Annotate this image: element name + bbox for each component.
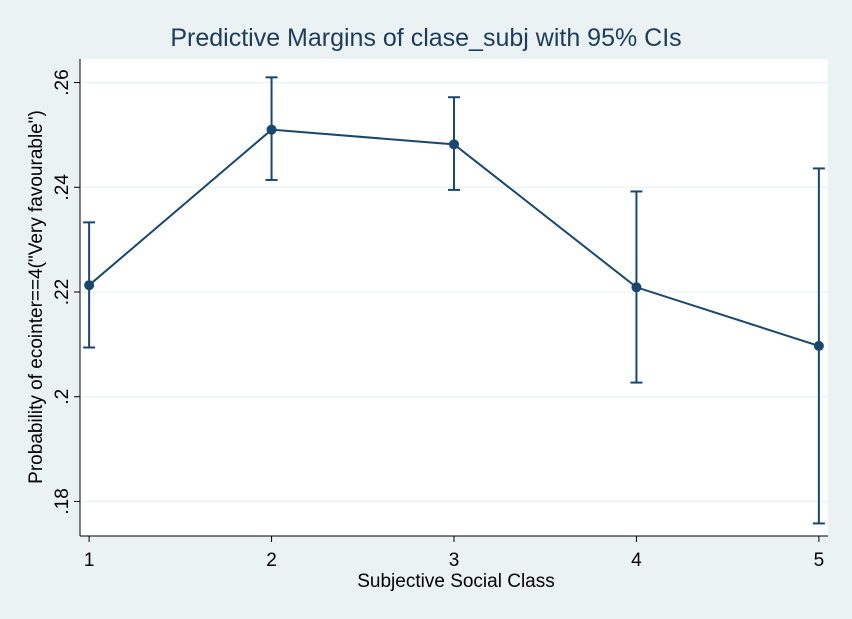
markers — [84, 124, 824, 351]
y-tick-label: .2 — [52, 389, 73, 405]
data-point — [813, 340, 824, 351]
data-point — [84, 280, 95, 291]
data-point — [449, 139, 459, 150]
x-tick-label: 1 — [84, 550, 95, 571]
y-tick-label: .18 — [52, 488, 73, 514]
y-tick-label: .24 — [52, 174, 73, 201]
y-tick-label: .22 — [52, 279, 73, 305]
data-point — [631, 282, 642, 293]
x-tick-label: 5 — [814, 550, 825, 571]
x-tick-label: 3 — [449, 550, 460, 571]
x-tick-label: 4 — [631, 550, 642, 571]
y-tick-label: .26 — [52, 69, 73, 95]
data-point — [266, 124, 277, 135]
x-tick-label: 2 — [266, 550, 277, 571]
ticks: .18 .2 .22 .24 .26 1 2 3 4 5 — [52, 69, 824, 571]
y-axis-label: Probability of ecointer==4("Very favoura… — [26, 110, 47, 484]
x-axis-label: Subjective Social Class — [357, 571, 554, 592]
chart-title: Predictive Margins of clase_subj with 95… — [170, 24, 681, 52]
